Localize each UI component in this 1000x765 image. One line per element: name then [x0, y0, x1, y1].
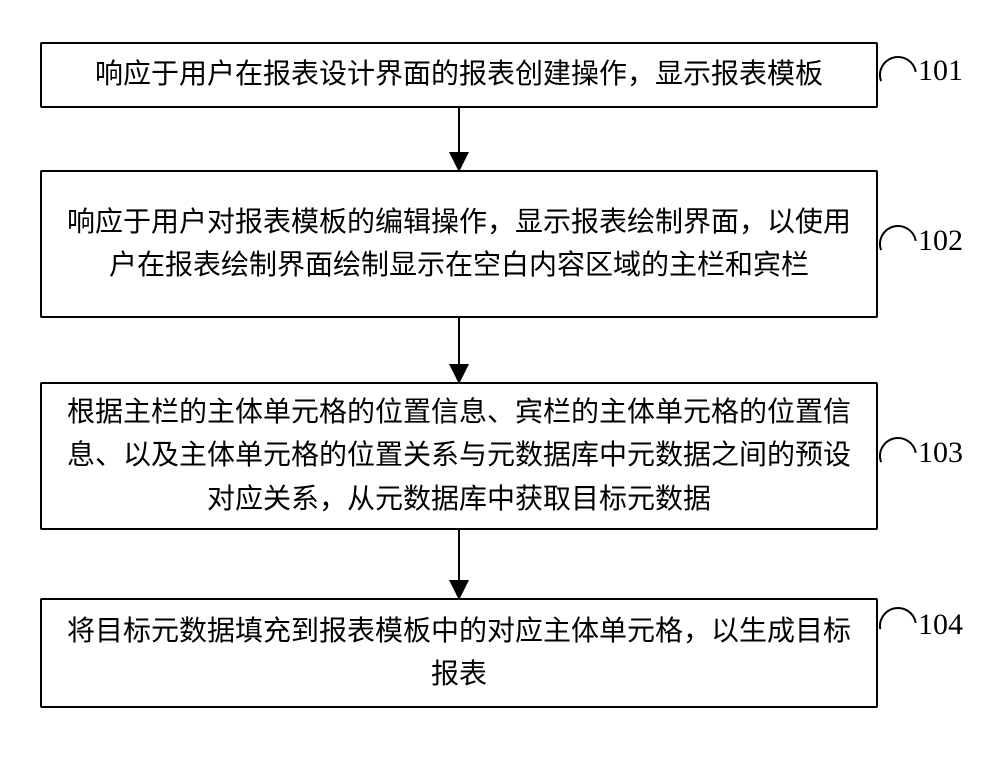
label-connector	[880, 57, 916, 81]
step-label: 103	[918, 436, 963, 470]
node-text: 将目标元数据填充到报表模板中的对应主体单元格，以生成目标报表	[62, 610, 856, 697]
step-label: 101	[918, 54, 963, 88]
step-label: 102	[918, 224, 963, 258]
step-label: 104	[918, 608, 963, 642]
flowchart-canvas: 响应于用户在报表设计界面的报表创建操作，显示报表模板响应于用户对报表模板的编辑操…	[0, 0, 1000, 765]
label-connector	[880, 438, 916, 462]
flowchart-node: 响应于用户对报表模板的编辑操作，显示报表绘制界面，以使用户在报表绘制界面绘制显示…	[40, 170, 878, 318]
flowchart-node: 响应于用户在报表设计界面的报表创建操作，显示报表模板	[40, 42, 878, 108]
flowchart-node: 将目标元数据填充到报表模板中的对应主体单元格，以生成目标报表	[40, 598, 878, 708]
flowchart-node: 根据主栏的主体单元格的位置信息、宾栏的主体单元格的位置信息、以及主体单元格的位置…	[40, 382, 878, 530]
node-text: 响应于用户对报表模板的编辑操作，显示报表绘制界面，以使用户在报表绘制界面绘制显示…	[62, 201, 856, 288]
node-text: 响应于用户在报表设计界面的报表创建操作，显示报表模板	[95, 53, 823, 96]
label-connector	[880, 608, 916, 629]
label-connector	[880, 226, 916, 250]
node-text: 根据主栏的主体单元格的位置信息、宾栏的主体单元格的位置信息、以及主体单元格的位置…	[62, 391, 856, 521]
